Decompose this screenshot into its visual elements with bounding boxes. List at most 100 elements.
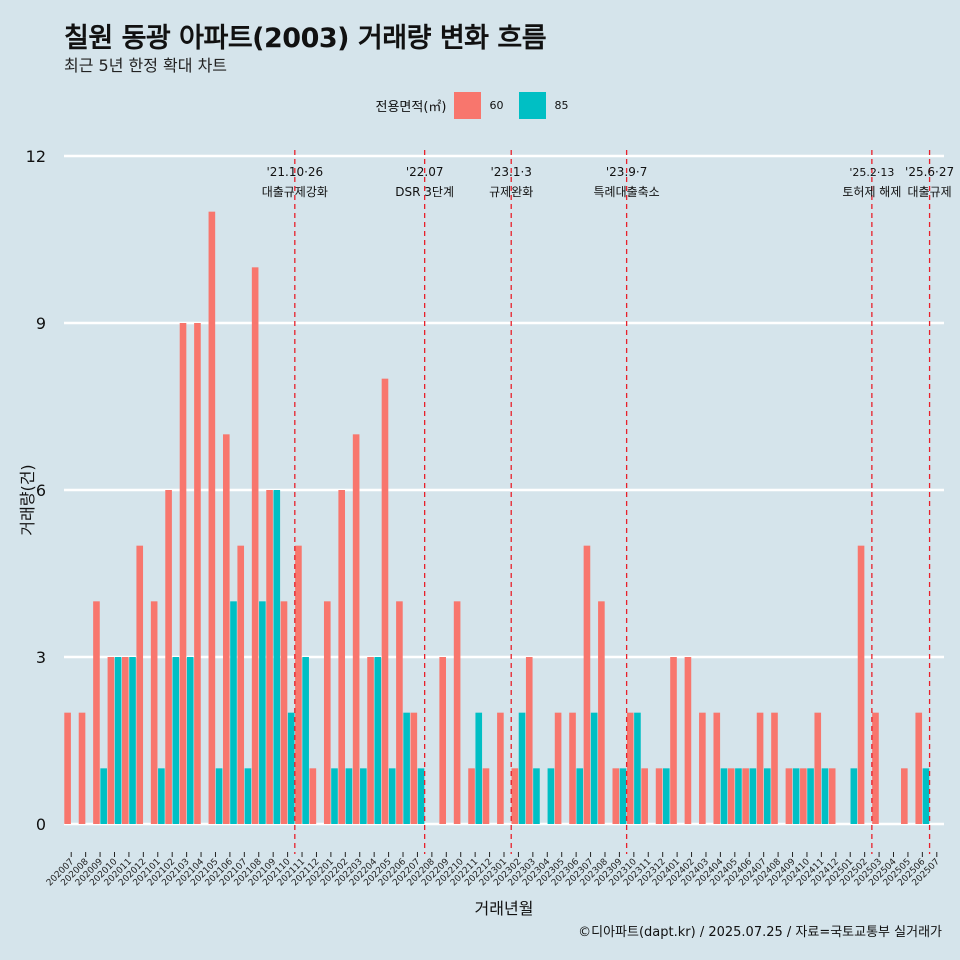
bar-60-202506	[915, 712, 923, 824]
bar-85-202206	[403, 712, 410, 824]
legend-label-60: 60	[489, 99, 504, 112]
bar-60-202308	[598, 601, 605, 824]
bar-60-202401	[670, 657, 677, 824]
bar-60-202012	[136, 545, 144, 824]
bar-60-202412	[828, 768, 836, 824]
bar-85-202310	[634, 712, 641, 824]
y-tick-label: 6	[36, 481, 46, 500]
event-label: 규제완화	[489, 185, 533, 199]
bar-60-202011	[122, 657, 129, 824]
bar-85-202011	[129, 657, 136, 824]
bar-60-202107	[237, 545, 245, 824]
event-date: '23.1·3	[490, 165, 531, 179]
bar-85-202108	[259, 601, 266, 824]
event-date: '21.10·26	[266, 165, 323, 179]
bar-85-202201	[331, 768, 338, 824]
bar-60-202101	[150, 601, 158, 824]
bar-60-202202	[338, 490, 346, 824]
bar-85-202110	[287, 712, 295, 824]
bar-85-202204	[374, 657, 382, 824]
bar-85-202302	[518, 712, 526, 824]
event-label: 특례대출축소	[593, 185, 659, 199]
bar-85-202010	[114, 657, 122, 824]
bar-85-202304	[547, 768, 555, 824]
bar-60-202205	[381, 378, 389, 824]
bar-60-202407	[756, 712, 764, 824]
bar-60-202106	[222, 434, 230, 824]
bar-60-202111	[295, 545, 302, 824]
bar-60-202008	[78, 712, 86, 824]
y-tick-label: 9	[36, 314, 46, 333]
bar-85-202101	[158, 768, 165, 824]
bar-60-202307	[583, 545, 591, 824]
bar-85-202205	[388, 768, 396, 824]
bar-85-202405	[735, 768, 742, 824]
legend-label-85: 85	[554, 99, 569, 112]
bar-85-202207	[417, 768, 425, 824]
bar-85-202103	[186, 657, 194, 824]
event-date: '25.2·13	[849, 166, 894, 179]
bar-60-202502	[857, 545, 865, 824]
bar-60-202211	[468, 768, 475, 824]
bar-85-202306	[576, 768, 584, 824]
bar-85-202506	[922, 768, 930, 824]
bar-85-202211	[475, 712, 483, 824]
chart-subtitle: 최근 5년 한정 확대 차트	[64, 56, 228, 75]
bar-60-202112	[309, 768, 317, 824]
bar-60-202210	[453, 601, 461, 824]
bar-85-202111	[302, 657, 309, 824]
bar-85-202411	[821, 768, 829, 824]
bar-60-202306	[569, 712, 576, 824]
event-label: DSR 3단계	[395, 185, 454, 199]
bar-85-202202	[345, 768, 353, 824]
bar-60-202302	[511, 768, 519, 824]
event-label: 대출규제강화	[262, 185, 328, 199]
bar-60-202409	[785, 768, 793, 824]
legend-key-85	[519, 92, 547, 119]
event-date: '23.9·7	[606, 165, 647, 179]
event-label: 토허제 해제	[842, 185, 901, 199]
bar-60-202309	[612, 768, 620, 824]
bar-60-202310	[626, 712, 634, 824]
legend-title: 전용면적(㎡)	[375, 100, 447, 115]
bar-60-202505	[901, 768, 908, 824]
bar-60-202403	[699, 712, 706, 824]
bar-60-202408	[771, 712, 778, 824]
bar-60-202103	[179, 323, 187, 824]
legend: 전용면적(㎡) 60 85	[0, 92, 960, 119]
bar-85-202410	[807, 768, 814, 824]
bar-60-202301	[497, 712, 504, 824]
event-date: '22.07	[406, 165, 444, 179]
bar-60-202410	[800, 768, 807, 824]
y-tick-label: 0	[36, 815, 46, 834]
bar-60-202406	[742, 768, 749, 824]
bar-60-202206	[396, 601, 403, 824]
bar-60-202009	[93, 601, 100, 824]
bar-60-202311	[641, 768, 648, 824]
y-axis-title: 거래량(건)	[18, 464, 37, 535]
y-tick-label: 12	[26, 147, 46, 166]
bar-85-202303	[533, 768, 540, 824]
bar-85-202109	[273, 490, 281, 824]
bar-85-202406	[749, 768, 757, 824]
bar-60-202212	[482, 768, 490, 824]
bar-60-202312	[655, 768, 663, 824]
bar-85-202409	[792, 768, 800, 824]
bar-60-202104	[194, 323, 201, 824]
bar-60-202108	[251, 267, 259, 824]
bar-85-202107	[244, 768, 252, 824]
event-label: 대출규제	[907, 185, 951, 199]
bar-60-202201	[323, 601, 331, 824]
bar-60-202503	[872, 712, 879, 824]
bar-85-202404	[720, 768, 728, 824]
bar-60-202102	[165, 490, 172, 824]
bar-60-202204	[367, 657, 374, 824]
bar-60-202303	[525, 657, 533, 824]
bar-60-202010	[107, 657, 115, 824]
y-tick-label: 3	[36, 648, 46, 667]
bar-85-202106	[230, 601, 237, 824]
bar-85-202307	[590, 712, 598, 824]
bar-60-202110	[280, 601, 288, 824]
bar-85-202105	[215, 768, 223, 824]
source-credit: ©디아파트(dapt.kr) / 2025.07.25 / 자료=국토교통부 실…	[578, 925, 942, 940]
